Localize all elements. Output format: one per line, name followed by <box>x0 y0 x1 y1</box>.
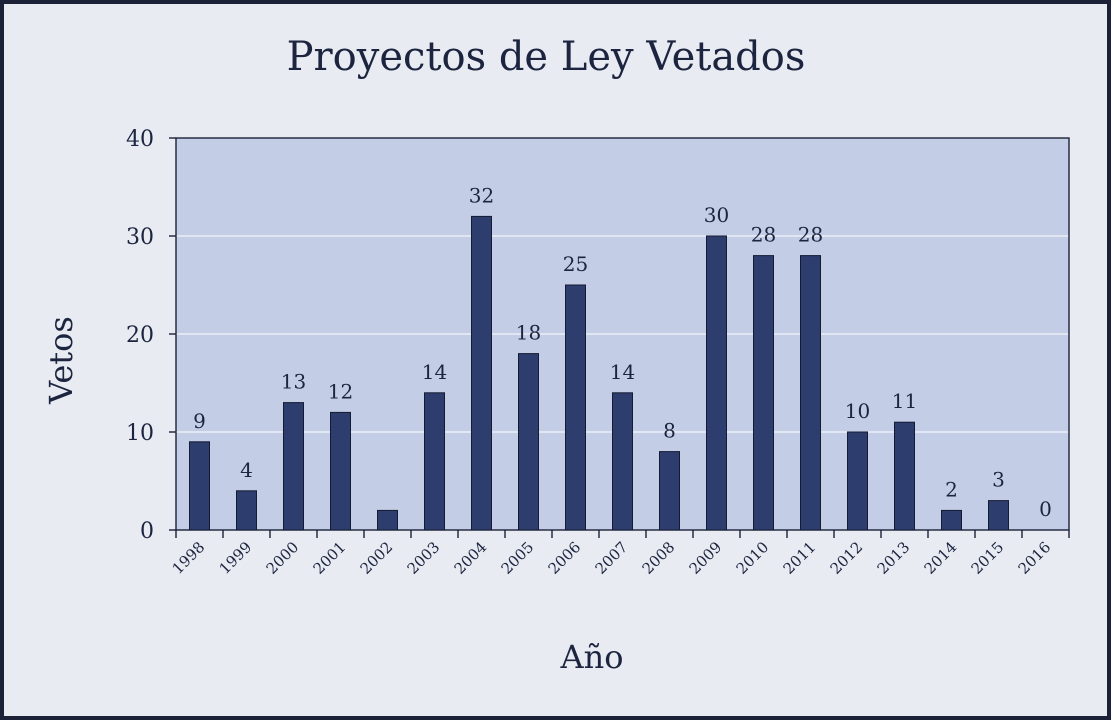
bar <box>330 411 351 531</box>
data-label: 2 <box>945 477 958 501</box>
bar <box>283 402 304 531</box>
x-tick-label: 1998 <box>169 538 209 578</box>
x-tick-label: 2009 <box>686 538 726 578</box>
bar <box>471 215 492 531</box>
bar <box>988 500 1009 531</box>
x-tick-label: 2013 <box>874 538 914 578</box>
x-tick-label: 2000 <box>263 538 303 578</box>
data-label: 13 <box>281 370 306 394</box>
bar <box>800 255 821 531</box>
bar <box>377 509 398 531</box>
x-tick-label: 2015 <box>968 538 1008 578</box>
bar <box>189 441 210 531</box>
bar <box>941 509 962 531</box>
x-tick-label: 2003 <box>404 538 444 578</box>
x-tick-label: 2002 <box>357 538 397 578</box>
y-tick-label: 10 <box>126 421 154 446</box>
x-tick-label: 2004 <box>451 538 491 578</box>
data-label: 14 <box>610 360 635 384</box>
data-label: 28 <box>798 223 823 247</box>
bar <box>659 451 680 531</box>
x-tick-label: 2011 <box>780 538 820 578</box>
bar <box>706 235 727 531</box>
x-tick-label: 2001 <box>310 538 350 578</box>
y-tick-label: 40 <box>126 127 154 152</box>
data-label: 10 <box>845 399 870 423</box>
data-label: 0 <box>1039 497 1052 521</box>
data-label: 14 <box>422 360 447 384</box>
bar <box>518 353 539 531</box>
x-tick-label: 2005 <box>498 538 538 578</box>
data-label: 11 <box>892 389 917 413</box>
y-tick-label: 20 <box>126 323 154 348</box>
bar <box>847 431 868 531</box>
y-tick-label: 0 <box>140 519 154 544</box>
x-tick-label: 2012 <box>827 538 867 578</box>
data-label: 8 <box>663 419 676 443</box>
bar <box>236 490 257 531</box>
data-label: 18 <box>516 321 541 345</box>
y-axis-title: Vetos <box>42 316 80 405</box>
data-label: 28 <box>751 223 776 247</box>
data-label: 30 <box>704 203 729 227</box>
bar <box>753 255 774 531</box>
bar <box>424 392 445 531</box>
x-tick-label: 1999 <box>216 538 256 578</box>
data-label: 25 <box>563 252 588 276</box>
x-axis-title: Año <box>560 638 624 676</box>
x-tick-label: 2008 <box>639 538 679 578</box>
data-label: 3 <box>992 468 1005 492</box>
x-tick-label: 2010 <box>733 538 773 578</box>
bar <box>894 421 915 531</box>
x-tick-label: 2014 <box>921 538 961 578</box>
x-tick-label: 2016 <box>1015 538 1055 578</box>
data-label: 4 <box>240 458 253 482</box>
data-label: 12 <box>328 379 353 403</box>
x-tick-label: 2007 <box>592 538 632 578</box>
chart-title: Proyectos de Ley Vetados <box>287 34 806 80</box>
y-tick-label: 30 <box>126 225 154 250</box>
bar <box>565 284 586 531</box>
data-label: 9 <box>193 409 206 433</box>
bar <box>612 392 633 531</box>
x-tick-label: 2006 <box>545 538 585 578</box>
data-label: 32 <box>469 183 494 207</box>
